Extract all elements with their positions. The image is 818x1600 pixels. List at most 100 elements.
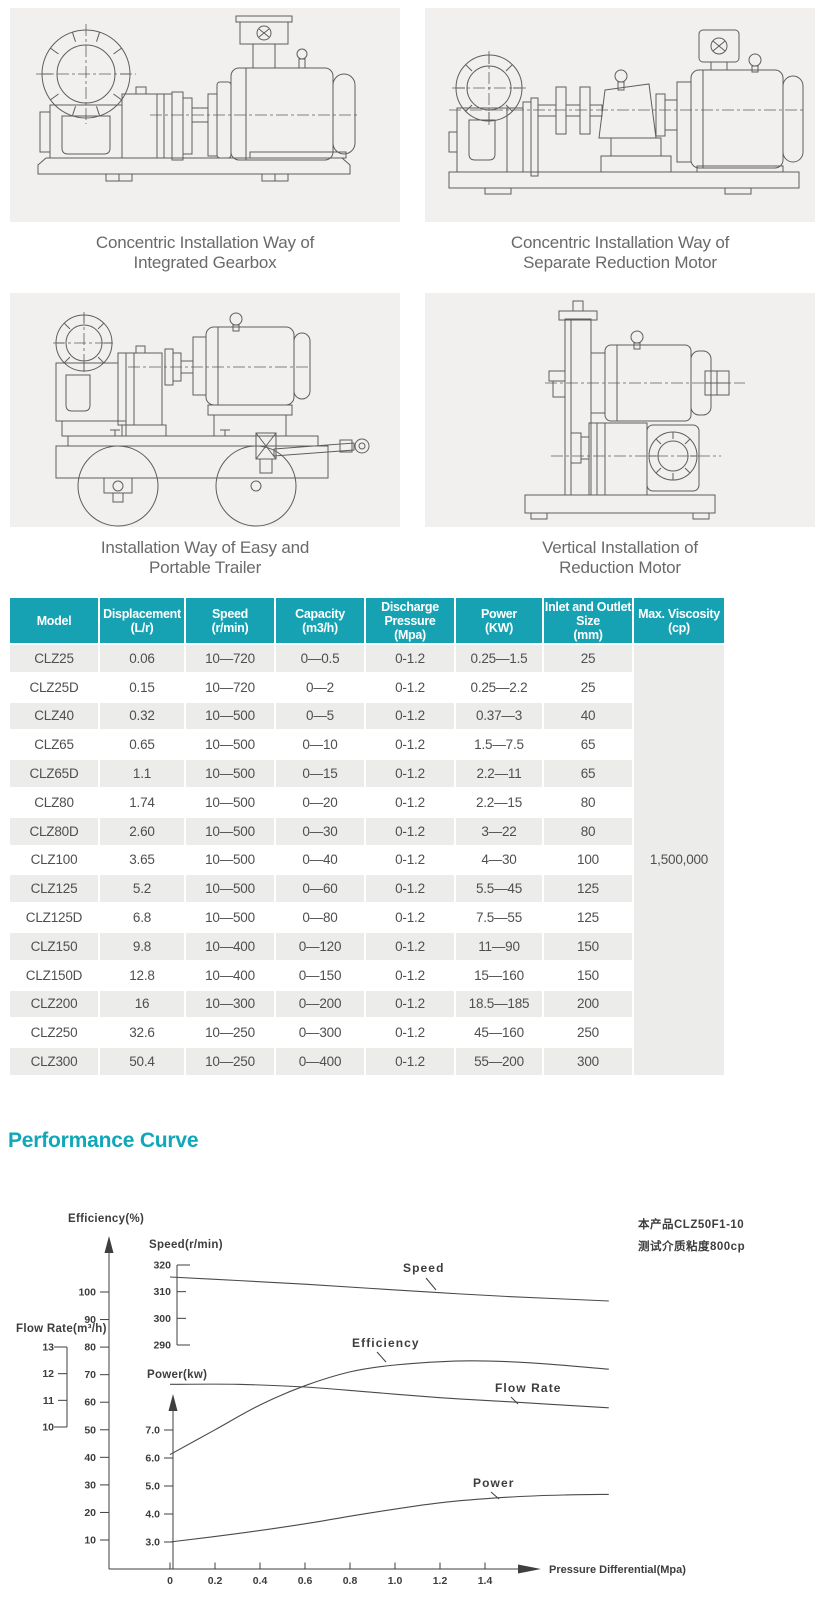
table-cell: 7.5—55: [456, 904, 542, 931]
table-cell: 10—500: [186, 817, 274, 845]
column-header: Capacity (m3/h): [276, 598, 364, 643]
table-cell: 0.32: [100, 702, 184, 730]
table-cell: 0-1.2: [366, 731, 454, 759]
drawing-caption: Vertical Installation of Reduction Motor: [542, 538, 698, 577]
table-cell: 0—120: [276, 932, 364, 960]
tick-label: 30: [84, 1479, 96, 1491]
table-cell: 5.2: [100, 875, 184, 903]
performance-curve-heading: Performance Curve: [8, 1129, 199, 1152]
table-cell: 2.60: [100, 817, 184, 845]
tick-label: 60: [84, 1397, 96, 1409]
table-cell: CLZ200: [10, 990, 98, 1018]
table-cell: 10—400: [186, 961, 274, 989]
tick-label: 4.0: [145, 1509, 160, 1521]
table-cell: 11—90: [456, 932, 542, 960]
table-cell: 25: [544, 673, 632, 701]
table-cell: 0—2: [276, 673, 364, 701]
column-header: Model: [10, 598, 98, 643]
table-row: CLZ25D 0.15 10—720 0—2 0-1.2 0.25—2.2 25: [10, 673, 724, 701]
axis-label: Efficiency(%): [68, 1213, 144, 1225]
drawing-panel-portable-trailer: [10, 293, 400, 527]
table-cell: 0-1.2: [366, 1019, 454, 1047]
table-cell: 6.8: [100, 904, 184, 931]
table-row: CLZ300 50.4 10—250 0—400 0-1.2 55—200 300: [10, 1048, 724, 1075]
table-cell: 2.2—11: [456, 760, 542, 787]
table-cell: 65: [544, 760, 632, 787]
table-cell: 0.65: [100, 731, 184, 759]
table-cell: 0-1.2: [366, 904, 454, 931]
tick-label: 0.2: [208, 1575, 223, 1587]
table-cell: 10—500: [186, 788, 274, 816]
tick-label: 1.0: [388, 1575, 403, 1587]
table-cell: 55—200: [456, 1048, 542, 1075]
table-cell: CLZ80: [10, 788, 98, 816]
table-cell: 100: [544, 846, 632, 874]
drawing-caption: Concentric Installation Way of Integrate…: [95, 233, 315, 272]
table-cell: 2.2—15: [456, 788, 542, 816]
table-cell: 0-1.2: [366, 788, 454, 816]
table-cell: 1.1: [100, 760, 184, 787]
table-cell: 9.8: [100, 932, 184, 960]
tick-label: 0.8: [343, 1575, 358, 1587]
table-cell: 16: [100, 990, 184, 1018]
drawing-panel-integrated-gearbox: [10, 8, 400, 222]
tick-label: 11: [43, 1395, 54, 1407]
tick-label: 90: [84, 1314, 96, 1326]
table-cell: 10—300: [186, 990, 274, 1018]
table-row: CLZ100 3.65 10—500 0—40 0-1.2 4—30 100: [10, 846, 724, 874]
tick-label: 0.6: [298, 1575, 313, 1587]
table-cell: CLZ65: [10, 731, 98, 759]
spec-table-body: CLZ25 0.06 10—720 0—0.5 0-1.2 0.25—1.5 25 1,500…: [10, 645, 724, 1075]
table-cell: 0.25—1.5: [456, 645, 542, 672]
table-cell: CLZ25D: [10, 673, 98, 701]
max-viscosity-cell: 1,500,000: [634, 645, 724, 1075]
portable-trailer-drawing: [53, 312, 370, 527]
table-cell: 1.74: [100, 788, 184, 816]
axis-label: Speed(r/min): [149, 1239, 223, 1251]
table-cell: 0—200: [276, 990, 364, 1018]
table-cell: 3.65: [100, 846, 184, 874]
tick-label: 7.0: [145, 1425, 160, 1437]
tick-label: 40: [84, 1452, 96, 1464]
tick-label: 320: [153, 1260, 171, 1272]
table-cell: 0-1.2: [366, 875, 454, 903]
tick-label: 5.0: [145, 1481, 160, 1493]
integrated-gearbox-drawing: [36, 15, 360, 182]
table-cell: CLZ100: [10, 846, 98, 874]
drawing-panel-separate-reduction-motor: [425, 8, 815, 222]
axis-label: Pressure Differential(Mpa): [549, 1564, 686, 1576]
series-label: Power: [473, 1476, 515, 1490]
table-cell: 0—15: [276, 760, 364, 787]
efficiency-axis: 10 20 30 40 50 60 70 80 90 100 Efficiency(%): [68, 1213, 144, 1569]
column-header: Speed (r/min): [186, 598, 274, 643]
table-cell: 50.4: [100, 1048, 184, 1075]
tick-label: 1.4: [478, 1575, 493, 1587]
table-cell: CLZ125D: [10, 904, 98, 931]
table-cell: 0-1.2: [366, 817, 454, 845]
table-cell: 10—720: [186, 673, 274, 701]
table-cell: 18.5—185: [456, 990, 542, 1018]
speed-axis: 290 300 310 320 Speed(r/min): [149, 1239, 223, 1352]
tick-label: 0.4: [253, 1575, 268, 1587]
table-row: CLZ150D 12.8 10—400 0—150 0-1.2 15—160 150: [10, 961, 724, 989]
table-cell: 0-1.2: [366, 760, 454, 787]
axis-label: Flow Rate(m³/h): [16, 1323, 107, 1335]
table-cell: 0—5: [276, 702, 364, 730]
table-cell: 125: [544, 875, 632, 903]
table-cell: 3—22: [456, 817, 542, 845]
drawing-panel-vertical-installation: [425, 293, 815, 527]
table-cell: 0-1.2: [366, 673, 454, 701]
table-cell: 0—30: [276, 817, 364, 845]
table-cell: 0-1.2: [366, 846, 454, 874]
table-cell: 32.6: [100, 1019, 184, 1047]
table-row: CLZ25 0.06 10—720 0—0.5 0-1.2 0.25—1.5 25 1,500…: [10, 645, 724, 1075]
table-cell: 0-1.2: [366, 961, 454, 989]
table-cell: 10—500: [186, 731, 274, 759]
table-cell: 300: [544, 1048, 632, 1075]
annotation-line: 本产品CLZ50F1-10: [638, 1217, 744, 1231]
spec-table: Model Displacement (L/r) Speed (r/min) Capa…: [8, 596, 726, 1077]
table-cell: 0-1.2: [366, 1048, 454, 1075]
tick-label: 290: [153, 1340, 171, 1352]
table-cell: 40: [544, 702, 632, 730]
